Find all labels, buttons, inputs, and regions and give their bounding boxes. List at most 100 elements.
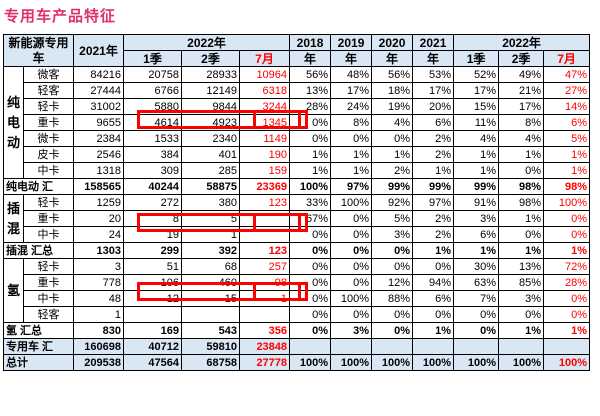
table-cell: 17%	[453, 82, 500, 99]
table-cell: 99%	[412, 178, 455, 195]
vehicle-type: 轻卡	[22, 194, 75, 211]
row-label: 总计	[2, 354, 75, 371]
table-cell: 100%	[330, 354, 373, 371]
table-cell: 0%	[330, 242, 373, 259]
table-cell: 94%	[412, 274, 455, 291]
table-cell: 285	[181, 162, 241, 179]
table-cell: 23369	[239, 178, 291, 195]
table-cell: 0%	[498, 306, 545, 323]
table-cell: 7%	[453, 290, 500, 307]
table-cell: 0%	[543, 226, 591, 243]
table-row: 插混 轻卡 1259 272 380 123 33% 100% 92% 97% 91% 98% 100%	[3, 194, 591, 243]
group-label: 氢	[3, 258, 24, 323]
table-cell: 27444	[73, 82, 125, 99]
table-cell: 0%	[371, 322, 414, 339]
table-cell: 0%	[371, 130, 414, 147]
table-cell: 68	[181, 258, 241, 275]
table-cell: 1259	[73, 194, 125, 211]
table-cell: 1%	[498, 242, 545, 259]
table-cell: 0%	[289, 130, 332, 147]
table-cell: 257	[239, 258, 291, 275]
table-cell	[371, 338, 414, 355]
table-cell: 0%	[330, 210, 373, 227]
table-cell: 0%	[412, 306, 455, 323]
table-cell: 48%	[330, 66, 373, 83]
header-year-suffix: 年	[371, 50, 414, 67]
table-cell: 0%	[289, 242, 332, 259]
table-cell: 100%	[453, 354, 500, 371]
table-cell: 27778	[239, 354, 291, 371]
highlight-box-bev-light-truck-m7	[253, 110, 308, 129]
table-cell: 11%	[453, 114, 500, 131]
table-cell: 100%	[412, 354, 455, 371]
table-cell: 3%	[498, 290, 545, 307]
table-cell: 47%	[543, 66, 591, 83]
table-cell: 1%	[330, 162, 373, 179]
table-cell: 1%	[498, 146, 545, 163]
row-label: 纯电动 汇	[2, 178, 75, 195]
vehicle-type: 中卡	[22, 226, 75, 243]
table-cell: 98%	[498, 178, 545, 195]
table-cell: 1%	[412, 242, 455, 259]
table-cell: 12149	[181, 82, 241, 99]
vehicle-type: 轻卡	[22, 258, 75, 275]
header-m7: 7月	[239, 50, 291, 67]
table-cell: 4%	[371, 114, 414, 131]
table-cell	[239, 306, 291, 323]
table-cell: 98%	[543, 178, 591, 195]
table-cell: 6318	[239, 82, 291, 99]
table-cell: 97%	[330, 178, 373, 195]
table-cell: 0%	[330, 130, 373, 147]
table-row: 专用车 汇 160698 40712 59810 23848	[2, 338, 591, 355]
vehicle-type: 重卡	[22, 274, 75, 291]
table-cell: 0%	[289, 258, 332, 275]
table-cell: 123	[239, 242, 291, 259]
table-cell: 72%	[543, 258, 591, 275]
header-sq2: 2季	[498, 50, 545, 67]
table-cell: 0%	[453, 306, 500, 323]
table-row: 轻客 27444 6766 12149 6318 13% 17% 18% 17% 17% 21% 27…	[4, 82, 591, 99]
table-cell: 5%	[371, 210, 414, 227]
table-cell: 8%	[330, 114, 373, 131]
table-cell: 0%	[412, 258, 455, 275]
table-cell: 3	[73, 258, 125, 275]
table-cell: 9655	[73, 114, 125, 131]
table-cell: 59810	[181, 338, 241, 355]
table-cell: 0%	[498, 226, 545, 243]
table-cell: 0%	[289, 322, 332, 339]
table-cell: 12%	[371, 274, 414, 291]
table-cell: 1%	[543, 162, 591, 179]
table-cell: 100%	[289, 354, 332, 371]
highlight-box-fcev-light-truck-m7	[253, 282, 308, 301]
table-cell: 51	[123, 258, 183, 275]
vehicle-type: 重卡	[22, 210, 75, 227]
table-cell	[330, 338, 373, 355]
table-cell: 1%	[543, 242, 591, 259]
table-cell: 99%	[371, 178, 414, 195]
table-cell: 0%	[543, 290, 591, 307]
table-cell: 0%	[371, 242, 414, 259]
table-cell: 0%	[498, 162, 545, 179]
table-cell: 13%	[498, 258, 545, 275]
header-year-suffix: 年	[330, 50, 373, 67]
table-cell: 28933	[181, 66, 241, 83]
table-cell: 10964	[239, 66, 291, 83]
table-cell: 1318	[73, 162, 125, 179]
vehicle-type: 中卡	[22, 290, 75, 307]
header-row-1: 新能源专用车 2021年 2022年 2018 2019 2020 2021 2…	[2, 34, 591, 67]
table-cell: 40712	[123, 338, 183, 355]
table-cell: 380	[181, 194, 241, 211]
table-cell: 5%	[543, 130, 591, 147]
table-row: 皮卡 2546 384 401 190 1% 1% 1% 2% 1% 1% 1%	[4, 146, 591, 163]
table-cell: 1%	[453, 242, 500, 259]
header-year-suffix: 年	[412, 50, 455, 67]
table-cell: 28%	[543, 274, 591, 291]
vehicle-type: 皮卡	[22, 146, 75, 163]
table-cell: 100%	[498, 354, 545, 371]
table-cell: 3%	[371, 226, 414, 243]
table-cell: 48	[73, 290, 125, 307]
header-corner: 新能源专用车	[2, 34, 75, 67]
table-cell: 3%	[453, 210, 500, 227]
table-cell: 27%	[543, 82, 591, 99]
table-cell: 4%	[498, 130, 545, 147]
